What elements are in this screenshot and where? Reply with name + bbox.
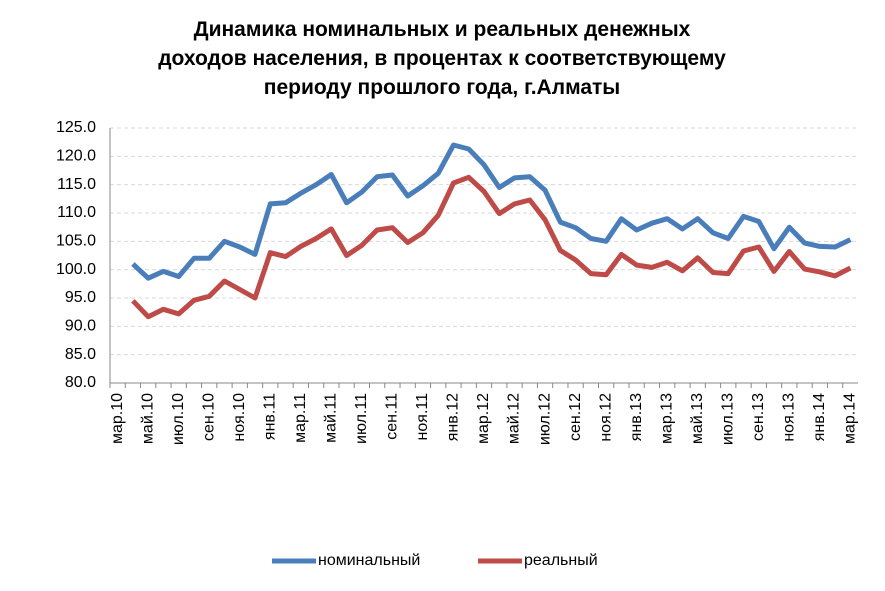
x-tick-label: ноя.13	[781, 393, 798, 442]
x-tick-label: май.12	[506, 393, 523, 444]
y-tick-label: 115.0	[57, 176, 96, 193]
y-tick-label: 125.0	[56, 119, 96, 136]
series-line	[131, 142, 852, 281]
x-tick-label: янв.14	[811, 393, 828, 441]
y-tick-label: 110.0	[57, 204, 96, 221]
x-tick-label: сен.10	[200, 393, 217, 441]
x-tick-label: ноя.10	[231, 393, 248, 442]
x-tick-label: сен.12	[567, 393, 584, 441]
x-tick-label: мар.11	[292, 393, 309, 443]
legend-label: номинальный	[318, 552, 420, 569]
y-tick-label: 105.0	[56, 233, 96, 250]
x-tick-label: июл.13	[719, 393, 736, 445]
y-tick-label: 90.0	[65, 318, 96, 335]
y-tick-label: 95.0	[65, 289, 96, 306]
x-tick-label: сен.11	[384, 393, 401, 440]
x-tick-label: мар.12	[475, 393, 492, 444]
x-tick-label: май.13	[689, 393, 706, 444]
y-tick-label: 80.0	[65, 374, 96, 391]
x-tick-label: май.10	[139, 393, 156, 444]
y-tick-label: 85.0	[65, 346, 96, 363]
series-line	[131, 174, 852, 320]
legend-label: реальный	[524, 552, 598, 569]
x-tick-label: ноя.11	[414, 393, 431, 441]
x-tick-label: июл.10	[170, 393, 187, 445]
x-tick-label: ноя.12	[597, 393, 614, 442]
chart-title: Динамика номинальных и реальных денежных…	[158, 18, 726, 99]
x-tick-label: мар.14	[842, 393, 859, 444]
x-tick-label: июл.11	[353, 393, 370, 444]
x-tick-label: май.11	[323, 393, 340, 443]
x-tick-label: мар.10	[109, 393, 126, 444]
x-tick-label: янв.12	[445, 393, 462, 441]
y-tick-label: 120.0	[56, 148, 96, 165]
x-tick-label: июл.12	[536, 393, 553, 445]
x-tick-label: янв.13	[628, 393, 645, 441]
y-tick-label: 100.0	[56, 261, 96, 278]
x-tick-label: янв.11	[262, 393, 279, 440]
x-tick-label: мар.13	[658, 393, 675, 444]
x-tick-label: сен.13	[750, 393, 767, 441]
